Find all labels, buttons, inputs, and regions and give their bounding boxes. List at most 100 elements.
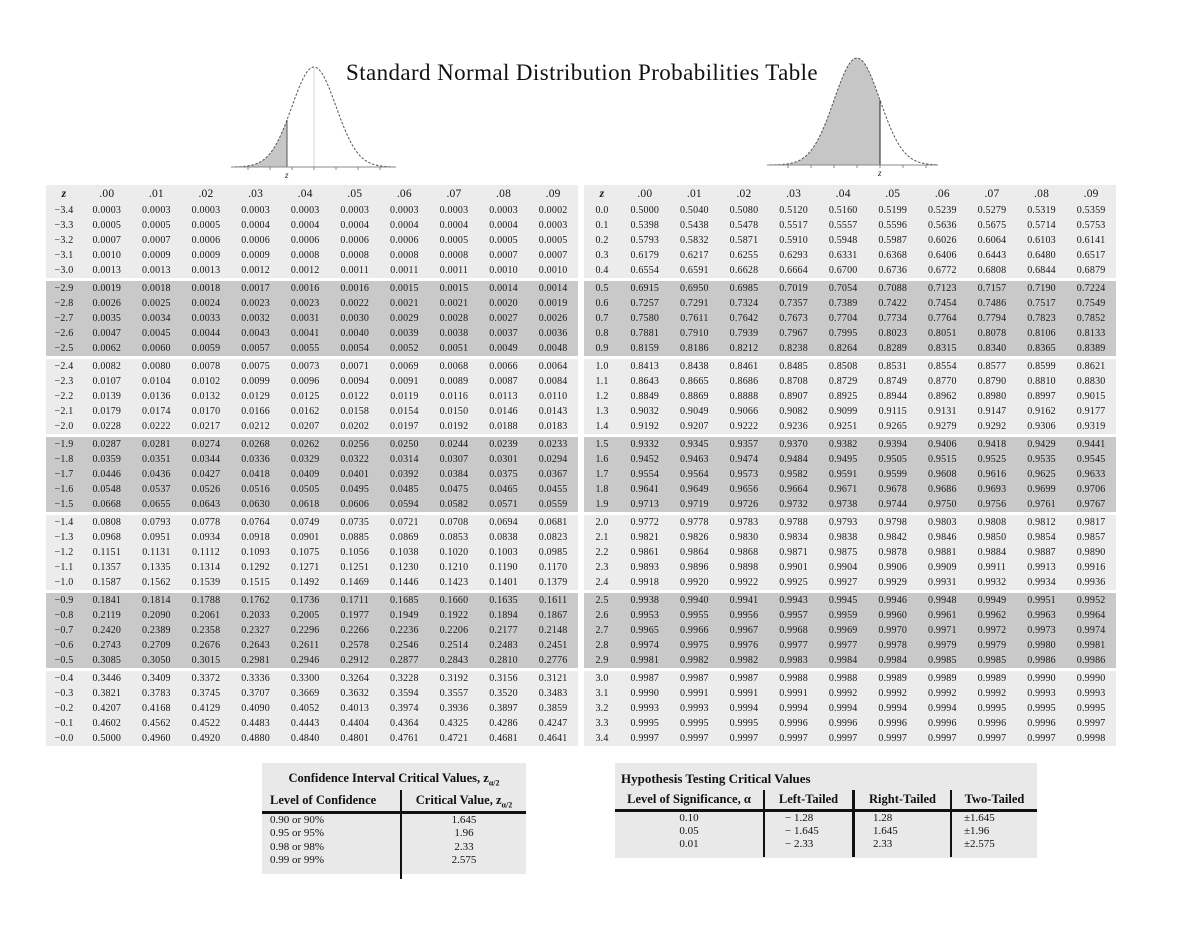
row-label-cell: 0.2 [595, 235, 609, 246]
negative-z-table: z .00 .01 .02 .03 .04 .05 .06 .07 .08 .09 −3.4 0.00… [46, 185, 578, 749]
value-cell: 0.9332 [630, 439, 660, 450]
value-cell: 0.0154 [390, 406, 419, 417]
table-row: 0.90 or 90% 1.645 [262, 813, 526, 827]
row-label-cell: 2.9 [595, 655, 609, 666]
value-cell: 0.8830 [1076, 376, 1106, 387]
value-cell: 0.9147 [977, 406, 1007, 417]
value-cell: 0.0021 [439, 298, 469, 309]
row-group: −1.9 0.0287 0.0281 0.0274 0.0268 0.0262 0.0256… [46, 437, 578, 512]
value-cell: 0.8051 [928, 328, 957, 339]
value-cell: 0.0015 [390, 283, 419, 294]
value-cell: 0.9964 [1076, 610, 1106, 621]
value-cell: 0.0934 [191, 532, 221, 543]
value-cell: 0.0268 [241, 439, 270, 450]
value-cell: 0.7324 [729, 298, 759, 309]
value-cell: 0.2090 [142, 610, 171, 621]
value-cell: 0.0694 [489, 517, 518, 528]
table-row: 1.8 0.9641 0.9649 0.9656 0.9664 0.9671 0.9678 0… [584, 482, 1116, 497]
value-cell: 0.5438 [680, 220, 709, 231]
value-cell: 0.1020 [439, 547, 469, 558]
value-cell: 0.9997 [1027, 733, 1056, 744]
row-label-cell: −1.7 [54, 469, 74, 480]
value-cell: 0.1038 [390, 547, 419, 558]
value-cell: 0.9996 [977, 718, 1007, 729]
row-label-cell: 3.2 [595, 703, 609, 714]
value-cell: 0.9967 [729, 625, 759, 636]
value-cell: 0.4880 [241, 733, 270, 744]
table-row: −1.2 0.1151 0.1131 0.1112 0.1093 0.1075 0.1056… [46, 545, 578, 560]
value-cell: 0.3745 [191, 688, 221, 699]
row-label-cell: 1.6 [595, 454, 609, 465]
value-cell: 0.2676 [191, 640, 221, 651]
value-cell: 0.8708 [779, 376, 808, 387]
value-cell: 0.0901 [290, 532, 320, 543]
value-cell: 0.9772 [630, 517, 660, 528]
value-cell: 0.9997 [729, 733, 759, 744]
row-group-body: 0.0 0.5000 0.5040 0.5080 0.5120 0.5160 0.5199 0… [584, 203, 1116, 278]
value-cell: 0.0003 [390, 205, 419, 216]
value-cell: 0.8643 [630, 376, 660, 387]
value-cell: 0.9992 [878, 688, 908, 699]
value-cell: 0.1379 [538, 577, 568, 588]
value-cell: 0.0006 [290, 235, 320, 246]
value-cell: 0.0228 [92, 421, 122, 432]
value-cell: 0.1736 [290, 595, 320, 606]
value-cell: 0.9699 [1027, 484, 1056, 495]
value-cell: 0.0008 [290, 250, 320, 261]
value-cell: 0.0212 [241, 421, 270, 432]
table-row: −3.0 0.0013 0.0013 0.0013 0.0012 0.0012 0.0011… [46, 263, 578, 278]
value-cell: 0.0028 [439, 313, 469, 324]
value-cell: 0.6628 [729, 265, 759, 276]
value-cell: 2.575 [400, 854, 526, 868]
value-cell: .03 [786, 188, 802, 200]
value-cell: 0.0721 [390, 517, 419, 528]
value-cell: 0.2389 [142, 625, 171, 636]
value-cell: 0.0066 [489, 361, 518, 372]
value-cell: 0.0011 [390, 265, 419, 276]
value-cell: 0.0918 [241, 532, 270, 543]
value-cell: 0.9887 [1027, 547, 1056, 558]
value-cell: 0.9306 [1027, 421, 1056, 432]
table-row: −2.2 0.0139 0.0136 0.0132 0.0129 0.0125 0.0122… [46, 389, 578, 404]
value-cell: 0.9913 [1027, 562, 1056, 573]
value-cell: 0.8790 [977, 376, 1007, 387]
row-label-cell: −0.4 [54, 673, 74, 684]
value-cell: .00 [637, 188, 653, 200]
value-cell: 0.5753 [1076, 220, 1106, 231]
row-label-cell: 1.1 [595, 376, 609, 387]
row-label-cell: z [599, 188, 605, 200]
value-cell: 0.2843 [439, 655, 469, 666]
value-cell: 0.0002 [538, 205, 568, 216]
row-label-cell: −3.2 [54, 235, 74, 246]
value-cell: 0.2451 [538, 640, 568, 651]
value-cell: 0.8577 [977, 361, 1007, 372]
value-cell: 0.9962 [977, 610, 1007, 621]
value-cell: 0.0582 [439, 499, 469, 510]
row-label-cell: −2.3 [54, 376, 74, 387]
row-group: −1.4 0.0808 0.0793 0.0778 0.0764 0.0749 0.0735… [46, 515, 578, 590]
value-cell: 0.0003 [340, 205, 370, 216]
value-cell: 0.2206 [439, 625, 469, 636]
value-cell: 0.9162 [1027, 406, 1056, 417]
value-cell: 0.8944 [878, 391, 908, 402]
value-cell: 0.8461 [729, 361, 759, 372]
value-cell: 0.0071 [340, 361, 370, 372]
value-cell: 0.0033 [191, 313, 221, 324]
row-label-cell: −1.9 [54, 439, 74, 450]
value-cell: 0.0004 [340, 220, 370, 231]
value-cell: 0.1562 [142, 577, 171, 588]
value-cell: 0.0778 [191, 517, 221, 528]
page-title: Standard Normal Distribution Probabiliti… [346, 60, 818, 85]
value-cell: 0.7088 [878, 283, 908, 294]
table-row: −0.8 0.2119 0.2090 0.2061 0.2033 0.2005 0.1977… [46, 608, 578, 623]
row-label-cell: 0.10 [679, 812, 699, 824]
value-cell: 0.3821 [92, 688, 122, 699]
value-cell: 0.9931 [928, 577, 957, 588]
value-cell: 0.9842 [878, 532, 908, 543]
value-cell: 0.0314 [390, 454, 419, 465]
value-cell: 0.3859 [538, 703, 568, 714]
table-row: 0.5 0.6915 0.6950 0.6985 0.7019 0.7054 0.7088 0… [584, 281, 1116, 296]
value-cell: 1.96 [400, 827, 526, 841]
value-cell: 0.8078 [977, 328, 1007, 339]
value-cell: 0.9941 [729, 595, 759, 606]
